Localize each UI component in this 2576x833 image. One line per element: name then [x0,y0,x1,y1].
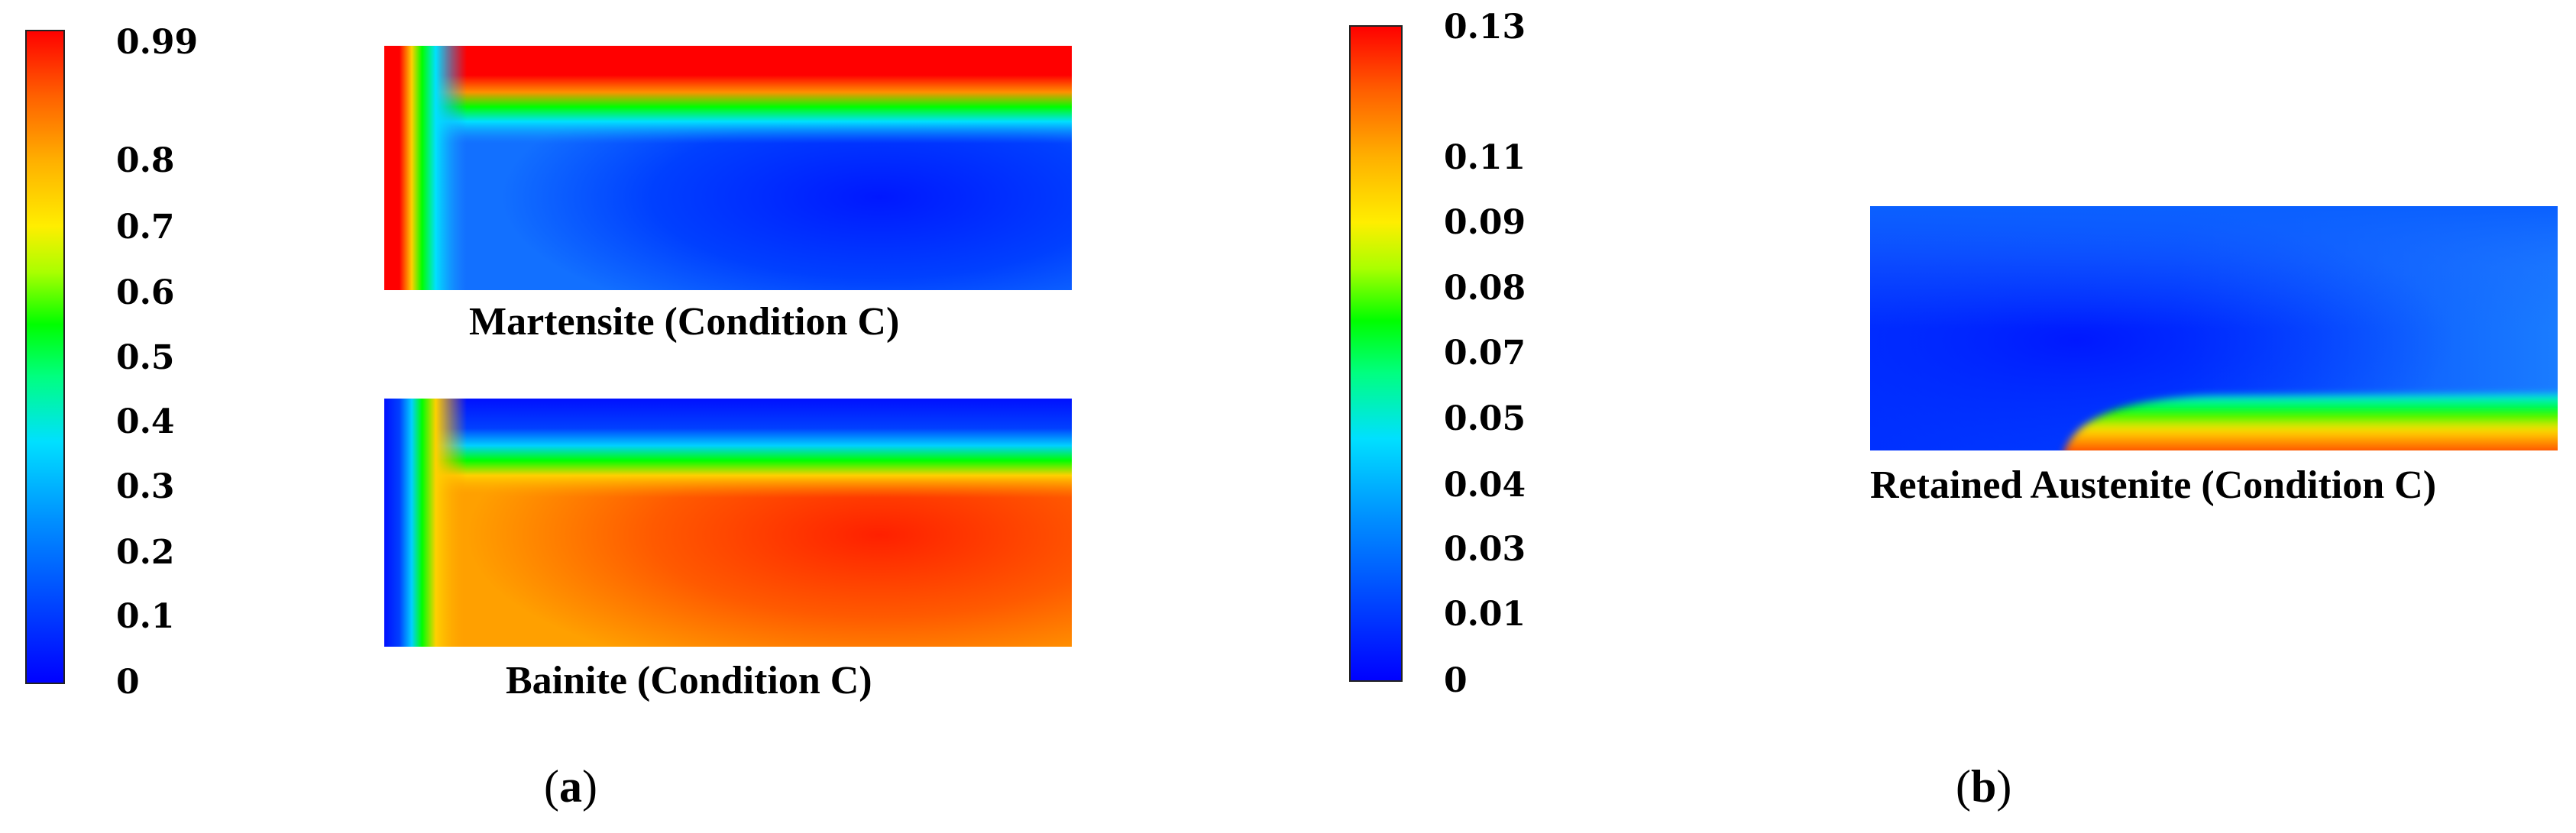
panel-label-b: (b) [1956,761,2011,812]
tick-label: 0.99 [116,23,198,62]
tick-label: 0 [116,663,140,702]
tick-label: 0.13 [1444,8,1526,47]
caption-bainite: Bainite (Condition C) [506,659,872,702]
tick-label: 0.01 [1444,595,1526,634]
tick-label: 0.5 [116,338,175,377]
tick-label: 0.05 [1444,399,1526,438]
bainite-contour-map [384,399,1072,647]
tick-label: 0.7 [116,208,175,247]
tick-label: 0.1 [116,597,175,636]
tick-label: 0.8 [116,141,175,180]
tick-label: 0.6 [116,273,175,312]
caption-martensite: Martensite (Condition C) [469,300,899,344]
tick-label: 0.11 [1444,138,1526,177]
tick-label: 0.04 [1444,466,1526,505]
retained-austenite-contour-map [1870,206,2558,450]
colorbar-a [25,30,65,684]
tick-label: 0 [1444,661,1468,700]
martensite-contour-map [384,46,1072,290]
colorbar-b [1349,25,1403,682]
panel-label-a: (a) [544,761,597,812]
colorbar-a-ticks: 0.99 0.8 0.7 0.6 0.5 0.4 0.3 0.2 0.1 0 [116,23,198,702]
caption-retained-austenite: Retained Austenite (Condition C) [1870,463,2436,507]
tick-label: 0.2 [116,533,175,572]
tick-label: 0.09 [1444,203,1526,242]
tick-label: 0.07 [1444,334,1526,373]
tick-label: 0.4 [116,402,175,441]
tick-label: 0.08 [1444,269,1526,308]
tick-label: 0.3 [116,467,175,506]
colorbar-b-ticks: 0.13 0.11 0.09 0.08 0.07 0.05 0.04 0.03 … [1444,8,1526,700]
tick-label: 0.03 [1444,530,1526,569]
